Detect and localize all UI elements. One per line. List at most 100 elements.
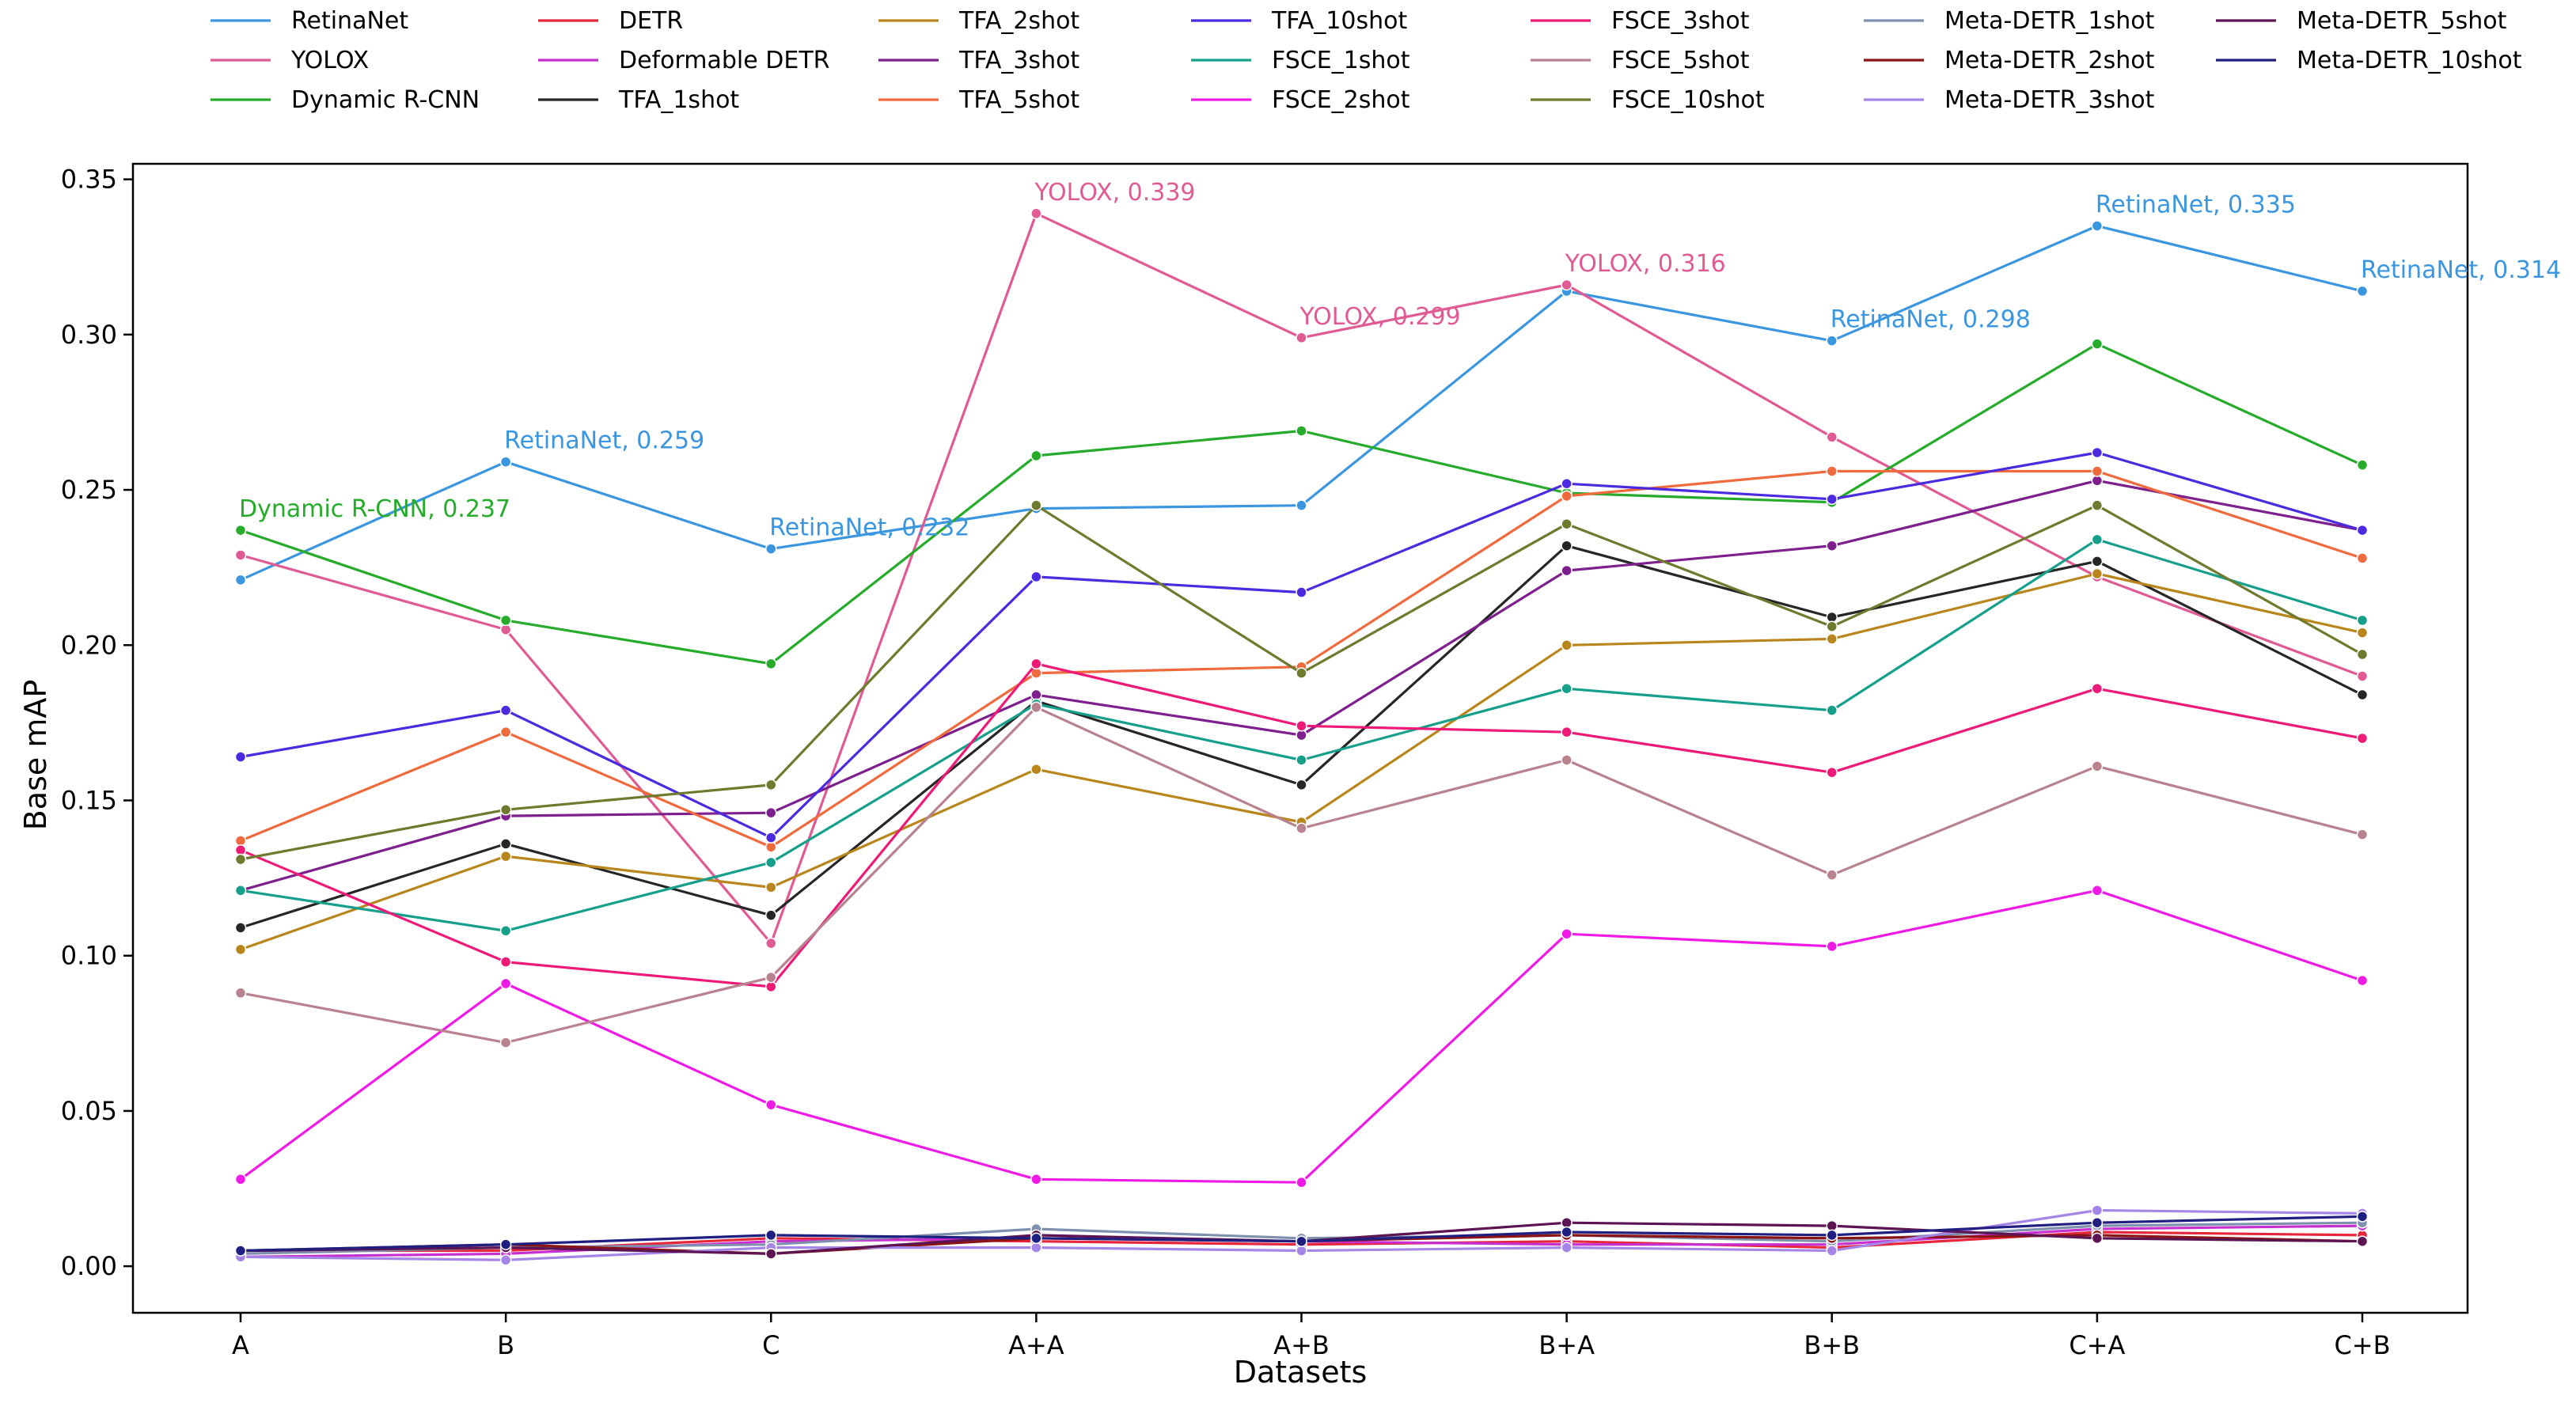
data-point — [1561, 540, 1573, 552]
data-point — [234, 853, 247, 866]
data-point — [2091, 338, 2104, 350]
data-point — [234, 524, 247, 537]
data-point — [1561, 682, 1573, 695]
data-point — [765, 937, 777, 950]
legend-label: Meta-DETR_2shot — [1944, 47, 2155, 74]
data-point — [1296, 499, 1307, 511]
data-point — [499, 614, 512, 627]
y-tick-label: 0.25 — [61, 475, 117, 505]
series-line — [240, 224, 2363, 582]
data-point — [1030, 449, 1042, 462]
data-point — [1561, 518, 1573, 530]
data-point — [1030, 701, 1042, 714]
legend-label: Meta-DETR_10shot — [2297, 47, 2522, 74]
data-point — [1561, 754, 1573, 766]
x-tick-label: C+B — [2334, 1330, 2390, 1360]
data-point — [2091, 682, 2104, 695]
legend-label: FSCE_2shot — [1272, 86, 1410, 114]
data-point — [499, 1254, 512, 1266]
data-point — [1296, 1235, 1307, 1247]
data-point — [1561, 477, 1573, 490]
data-point — [234, 922, 247, 934]
data-point — [234, 574, 247, 586]
annotation-label: YOLOX, 0.339 — [1034, 179, 1195, 207]
y-tick-label: 0.00 — [61, 1251, 117, 1281]
series-meta-detr-10shot — [234, 1211, 2369, 1257]
data-point — [1561, 726, 1573, 738]
data-point — [765, 882, 777, 893]
annotation-label: RetinaNet, 0.259 — [504, 427, 704, 455]
data-point — [2091, 1232, 2104, 1245]
data-point — [2091, 533, 2104, 546]
legend-item-yolox: YOLOX — [211, 47, 369, 74]
y-tick-label: 0.15 — [61, 785, 117, 815]
data-point — [499, 726, 512, 738]
data-point — [2091, 1216, 2104, 1229]
series-fsce-5shot — [234, 701, 2369, 1048]
data-point — [499, 925, 512, 937]
data-point — [2356, 670, 2369, 682]
data-point — [1826, 704, 1838, 716]
legend: RetinaNet YOLOX Dynamic R-CNN DETR Deformabl… — [211, 7, 2522, 114]
data-point — [2091, 465, 2104, 477]
plot-area: 0.00 0.05 0.10 0.15 0.20 0.25 0.30 0.35 A B C A+A A+… — [61, 162, 2561, 1360]
annotation-label: YOLOX, 0.299 — [1299, 303, 1461, 331]
data-point — [765, 1098, 777, 1111]
series-tfa-10shot — [234, 446, 2369, 844]
data-point — [2091, 760, 2104, 772]
data-point — [1826, 335, 1838, 347]
legend-item-meta-detr-2shot: Meta-DETR_2shot — [1864, 47, 2155, 74]
legend-label: Dynamic R-CNN — [291, 86, 480, 114]
data-point — [2091, 885, 2104, 897]
legend-item-meta-detr-3shot: Meta-DETR_3shot — [1864, 86, 2155, 114]
legend-item-fsce-3shot: FSCE_3shot — [1531, 7, 1750, 35]
legend-label: RetinaNet — [291, 7, 408, 35]
data-point — [1030, 571, 1042, 583]
data-point — [2091, 220, 2104, 232]
x-tick-label: A — [232, 1330, 249, 1360]
data-point — [1826, 1245, 1838, 1257]
annotation-label: RetinaNet, 0.232 — [769, 514, 969, 542]
data-point — [1826, 465, 1838, 477]
y-tick-label: 0.35 — [61, 165, 117, 195]
data-point — [2356, 732, 2369, 745]
y-tick-label: 0.10 — [61, 941, 117, 971]
data-point — [765, 779, 777, 791]
series-fsce-10shot — [234, 499, 2369, 866]
legend-item-deformable-detr: Deformable DETR — [538, 47, 829, 74]
y-tick-label: 0.20 — [61, 630, 117, 660]
data-point — [765, 806, 777, 819]
data-point — [1826, 540, 1838, 552]
data-point — [1826, 940, 1838, 953]
legend-label: TFA_2shot — [958, 7, 1079, 35]
legend-item-tfa-10shot: TFA_10shot — [1191, 7, 1408, 35]
legend-label: TFA_5shot — [958, 86, 1079, 114]
legend-item-dynamic-r-cnn: Dynamic R-CNN — [211, 86, 480, 114]
data-point — [499, 1238, 512, 1250]
legend-item-fsce-1shot: FSCE_1shot — [1191, 47, 1410, 74]
data-point — [1296, 586, 1307, 598]
x-tick-label: C+A — [2069, 1330, 2125, 1360]
x-tick-label: B+B — [1804, 1330, 1860, 1360]
data-point — [234, 885, 247, 897]
data-point — [499, 704, 512, 716]
data-point — [1561, 927, 1573, 940]
data-point — [1030, 763, 1042, 775]
data-point — [2356, 614, 2369, 627]
data-point — [2356, 524, 2369, 537]
data-point — [1030, 207, 1042, 220]
legend-label: FSCE_10shot — [1611, 86, 1765, 114]
legend-label: FSCE_5shot — [1611, 47, 1750, 74]
x-tick-label: B+A — [1538, 1330, 1595, 1360]
y-tick-label: 0.05 — [61, 1096, 117, 1126]
data-point — [2091, 556, 2104, 567]
data-point — [1030, 658, 1042, 670]
data-point — [234, 1174, 247, 1185]
data-point — [765, 543, 777, 555]
data-point — [2356, 1211, 2369, 1223]
data-point — [1030, 1174, 1042, 1185]
series-retinanet — [234, 220, 2369, 586]
data-point — [2091, 446, 2104, 459]
annotation-label: RetinaNet, 0.314 — [2361, 256, 2561, 284]
